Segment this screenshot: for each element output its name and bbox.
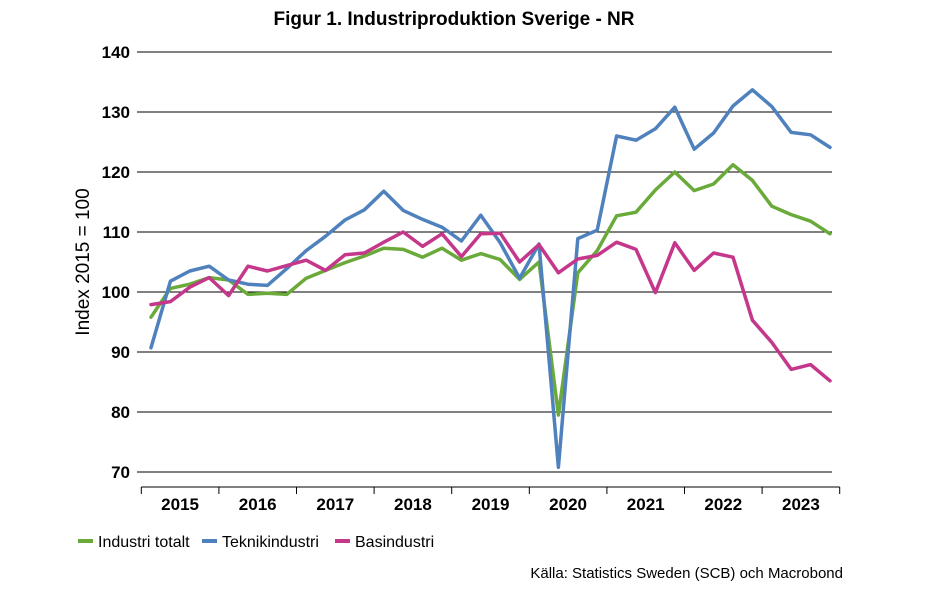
x-axis: 2015 2016 2017 2018 2019 2020 2021 2022 2023 (140, 486, 841, 514)
series-line-2 (149, 88, 832, 469)
series-line-1 (149, 163, 832, 417)
series-line-3 (149, 230, 832, 383)
x-tick-label: 2021 (627, 495, 665, 514)
legend-label: Teknikindustri (222, 534, 319, 551)
y-axis-ticks: 70 80 90 100 110 120 130 140 (102, 43, 130, 482)
x-tick-label: 2016 (239, 495, 277, 514)
x-tick-label: 2015 (161, 495, 199, 514)
x-tick-label: 2020 (549, 495, 587, 514)
x-tick-label: 2019 (472, 495, 510, 514)
x-tick-label: 2023 (782, 495, 820, 514)
chart-title: Figur 1. Industriproduktion Sverige - NR (273, 9, 634, 30)
series-lines (149, 88, 832, 469)
y-tick-label: 130 (102, 103, 130, 122)
legend: Industri totalt Teknikindustri Basindustri (78, 534, 434, 551)
y-tick-label: 100 (102, 283, 130, 302)
y-tick-label: 110 (103, 223, 130, 242)
y-tick-label: 90 (111, 343, 130, 362)
y-tick-label: 140 (102, 43, 130, 62)
y-tick-label: 120 (102, 163, 130, 182)
legend-label: Basindustri (355, 534, 434, 551)
y-tick-label: 70 (111, 463, 130, 482)
x-tick-label: 2017 (316, 495, 354, 514)
x-tick-label: 2018 (394, 495, 432, 514)
legend-label: Industri totalt (98, 534, 190, 551)
y-axis-label: Index 2015 = 100 (73, 188, 94, 335)
x-tick-label: 2022 (704, 495, 742, 514)
y-tick-label: 80 (111, 403, 130, 422)
source-note: Källa: Statistics Sweden (SCB) och Macro… (530, 565, 843, 582)
